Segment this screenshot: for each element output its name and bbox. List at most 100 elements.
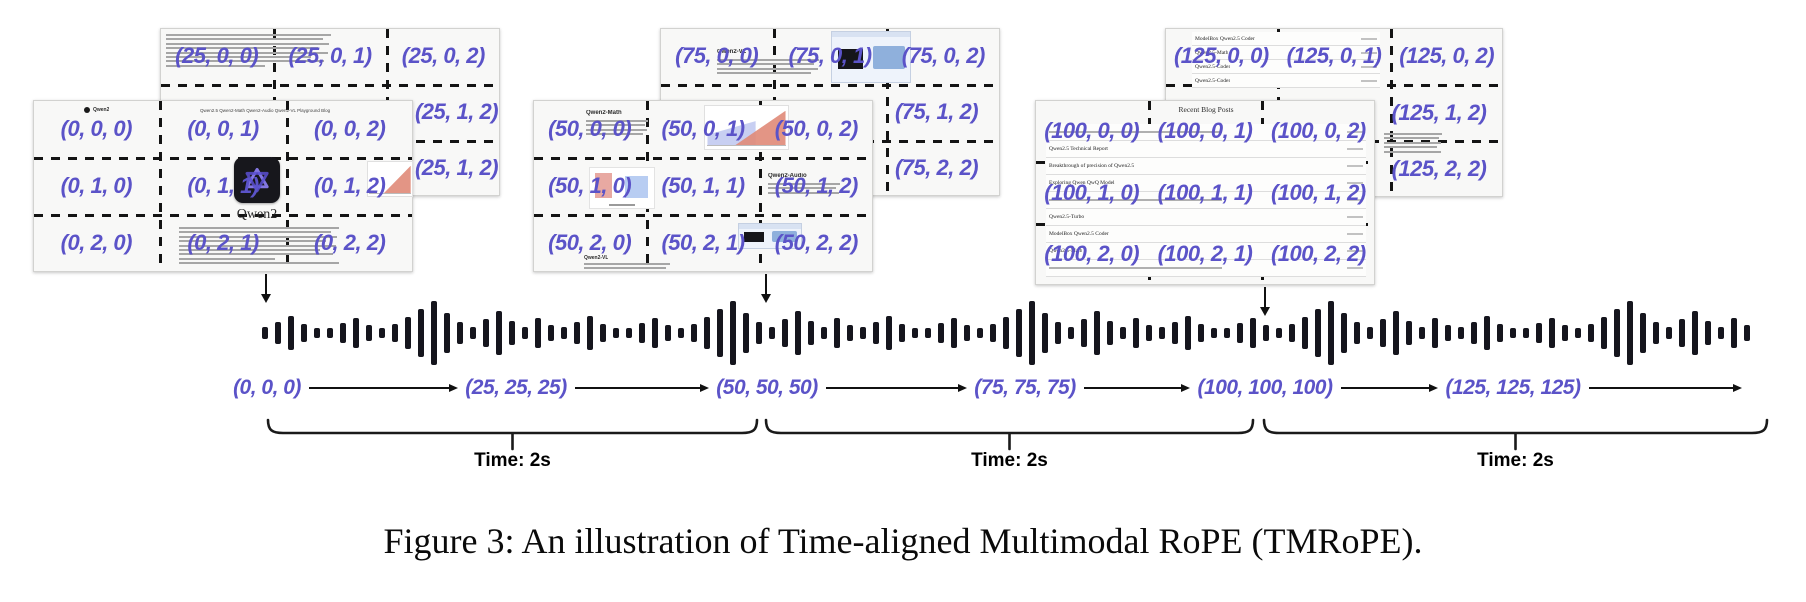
waveform-bar [470,327,476,339]
blog-post-row: Qwen2.5-Math [1046,243,1366,260]
blog-post-date-placeholder [1361,79,1377,82]
text-line [179,231,331,234]
waveform-bar [1627,301,1633,365]
waveform-bar [548,325,554,341]
waveform-bar [1705,321,1711,345]
sequence-arrow [1083,387,1181,389]
waveform-bar [600,324,606,342]
position-id-label: (75, 0, 1) [788,43,872,68]
waveform-bar [1068,327,1074,339]
waveform-bar [1406,321,1412,345]
waveform-bar [1029,301,1035,365]
blog-post-title: Qwen2.5-Coder [1195,77,1231,84]
time-align-arrowhead [261,294,271,303]
waveform-bar [457,322,463,344]
sequence-arrow [574,387,700,389]
waveform-bar [899,324,905,342]
sequence-arrowhead [1733,383,1742,392]
waveform-bar [1445,325,1451,341]
blog-post-date-placeholder [1347,182,1363,184]
browser-toolbar [832,32,910,37]
position-id-label: (100, 2, 1) [1157,241,1253,267]
position-id-label: (125, 2, 2) [1391,155,1487,181]
blog-post-row [1046,192,1366,209]
waveform-bar [1107,321,1113,345]
waveform-bar [1315,309,1321,357]
page-section-title: Qwen2-Audio [768,173,807,179]
audio-waveform [262,298,1750,368]
waveform-bar [639,323,645,343]
video-frame-t100: Recent Blog Posts Qwen2.5 Technical Repor… [1035,100,1375,285]
waveform-bar [1211,328,1217,338]
waveform-bar [1679,319,1685,347]
text-line [1384,150,1441,153]
position-id-label: (25, 0, 1) [288,43,372,68]
waveform-bar [327,328,333,338]
blog-post-title-placeholder [1049,267,1222,269]
waveform-bar [912,328,918,338]
waveform-bar [1250,318,1256,348]
blog-post-title: Exploring Qwen QwQ Model [1049,180,1115,186]
waveform-bar [782,319,788,347]
position-id-label: (50, 0, 0) [548,115,632,141]
waveform-bar [340,323,346,343]
waveform-bar [1692,311,1698,355]
placeholder-text-lines [584,263,670,271]
placeholder-text-lines [768,183,840,197]
blog-post-date-placeholder [1347,216,1363,218]
text-line [717,72,811,75]
image-thumbnail [771,230,797,242]
position-id-label: (100, 1, 0) [1044,179,1140,205]
waveform-bar [691,324,697,342]
video-thumbnail [743,232,764,242]
waveform-bar [1016,309,1022,357]
image-thumbnail [873,46,905,69]
video-thumbnail [838,49,864,69]
grid-divider-horizontal [534,214,872,218]
chart-axis [706,145,787,147]
position-id-label: (50, 1, 2) [774,173,859,198]
waveform-bar [678,328,684,338]
text-line [717,63,814,66]
waveform-bar [496,311,502,355]
position-id-label: (50, 0, 2) [774,115,859,141]
figure-caption: Figure 3: An illustration of Time-aligne… [383,521,1423,561]
position-id-label: (75, 0, 0) [675,43,759,68]
page-heading: Qwen2 [236,207,278,222]
waveform-bar [795,311,801,355]
time-duration-label: Time: 2s [971,450,1048,471]
text-line [1384,133,1442,135]
browser-screenshot-thumbnail [831,31,911,83]
waveform-bar [1341,313,1347,353]
position-id-label: (100, 0, 1) [1157,117,1253,143]
page-heading: Recent Blog Posts [1178,105,1234,114]
waveform-bar [951,318,957,348]
text-line [179,262,339,265]
waveform-bar [730,301,736,365]
blog-post-date-placeholder [1361,65,1377,68]
position-id-label: (75, 0, 2) [901,43,986,68]
grid-divider-vertical [1389,29,1393,196]
position-id-label: (50, 1, 0) [548,173,632,198]
waveform-bar [1536,323,1542,343]
waveform-bar [925,328,931,338]
grid-divider-vertical [886,29,890,195]
waveform-bar [314,328,320,338]
sequence-arrow [1340,387,1429,389]
waveform-bar [1302,317,1308,349]
waveform-bar [418,309,424,357]
waveform-bar [1146,325,1152,341]
waveform-bar [561,327,567,339]
waveform-bar [366,325,372,341]
position-id-label: (0, 0, 2) [314,115,386,141]
waveform-bar [1393,311,1399,355]
blog-post-title: Qwen2.5-Coder [1195,63,1231,70]
waveform-bar [743,313,749,353]
waveform-bar [353,318,359,348]
time-align-arrow [265,274,267,294]
waveform-bar [405,317,411,349]
text-line [768,187,837,190]
blog-post-row [1046,260,1366,277]
sequence-arrow [309,387,449,389]
waveform-bar [1432,318,1438,348]
